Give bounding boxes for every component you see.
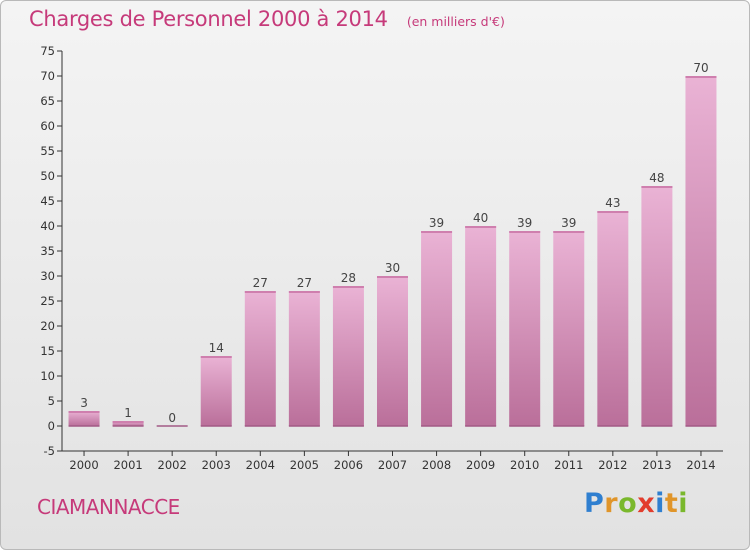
y-tick-label: 10 <box>40 369 55 383</box>
bar-top-edge <box>597 211 629 213</box>
bar-top-edge <box>553 231 585 233</box>
proxiti-logo[interactable]: Proxiti <box>584 488 689 519</box>
y-tick-label: 75 <box>40 44 55 58</box>
x-axis: 2000 2001 2002 2003 2004 2005 2006 2007 2008 2009… <box>62 450 723 472</box>
y-tick-label: 15 <box>40 344 55 358</box>
x-tick-label: 2012 <box>598 458 627 472</box>
y-tick-label: 60 <box>40 119 55 133</box>
bar <box>421 231 453 426</box>
data-label: 28 <box>341 271 356 285</box>
x-tick-label: 2010 <box>510 458 539 472</box>
x-tick-label: 2003 <box>202 458 231 472</box>
x-tick-label: 2008 <box>422 458 451 472</box>
chart-subtitle: (en milliers d'€) <box>406 14 505 29</box>
x-tick-label: 2000 <box>69 458 98 472</box>
bar-top-edge <box>421 231 453 233</box>
data-label: 27 <box>297 276 312 290</box>
x-tick-label: 2002 <box>158 458 187 472</box>
x-tick-label: 2006 <box>334 458 363 472</box>
x-tick-label: 2011 <box>554 458 583 472</box>
commune-name: CIAMANNACCE <box>37 495 180 519</box>
y-tick-label: 20 <box>40 319 55 333</box>
data-label: 70 <box>693 61 708 75</box>
x-tick-label: 2014 <box>686 458 715 472</box>
bar-top-edge <box>685 76 717 78</box>
y-tick-label: 50 <box>40 169 55 183</box>
data-label: 48 <box>649 171 664 185</box>
data-label: 39 <box>429 216 444 230</box>
bar-top-edge <box>641 186 673 188</box>
x-tick-label: 2013 <box>642 458 671 472</box>
y-tick-label: -5 <box>44 444 55 458</box>
bar <box>465 226 497 426</box>
bar <box>332 286 364 426</box>
bar-top-edge <box>288 291 320 293</box>
bar <box>377 276 408 426</box>
bar <box>112 421 144 426</box>
data-label: 3 <box>80 396 88 410</box>
bar-top-edge <box>200 356 232 358</box>
bar <box>641 186 673 426</box>
y-axis: -5 0 5 10 15 20 25 30 35 40 45 50 55 60 65 70 75 <box>40 44 63 458</box>
data-label: 1 <box>124 406 132 420</box>
y-tick-label: 25 <box>40 294 55 308</box>
data-label: 39 <box>561 216 576 230</box>
bar-top-edge <box>332 286 364 288</box>
bar-top-edge <box>68 411 100 413</box>
bar-top-edge <box>244 291 276 293</box>
y-tick-label: 45 <box>40 194 55 208</box>
y-tick-label: 5 <box>48 394 55 408</box>
data-labels: 3 1 0 14 27 27 28 30 39 40 39 39 43 48 70 <box>80 61 708 425</box>
bar-top-edge <box>112 421 144 423</box>
bar <box>68 411 100 426</box>
bar-top-edge <box>377 276 408 278</box>
y-tick-label: 65 <box>40 94 55 108</box>
x-tick-label: 2004 <box>246 458 275 472</box>
y-tick-label: 30 <box>40 269 55 283</box>
y-tick-label: 35 <box>40 244 55 258</box>
x-tick-label: 2001 <box>113 458 142 472</box>
data-label: 43 <box>605 196 620 210</box>
data-label: 30 <box>385 261 400 275</box>
y-tick-label: 70 <box>40 69 55 83</box>
data-label: 0 <box>168 411 176 425</box>
bar <box>509 231 541 426</box>
bar-top-edge <box>465 226 497 228</box>
bar <box>200 356 232 426</box>
bar <box>244 291 276 426</box>
x-tick-label: 2005 <box>290 458 319 472</box>
bar <box>597 211 629 426</box>
bars <box>68 76 717 427</box>
data-label: 39 <box>517 216 532 230</box>
data-label: 14 <box>209 341 224 355</box>
chart-title: Charges de Personnel 2000 à 2014 <box>29 7 388 31</box>
bar-top-edge <box>509 231 541 233</box>
bar <box>553 231 585 426</box>
x-tick-label: 2007 <box>378 458 407 472</box>
x-tick-label: 2009 <box>466 458 495 472</box>
title-row: Charges de Personnel 2000 à 2014 (en mil… <box>29 7 505 31</box>
y-tick-label: 0 <box>48 419 55 433</box>
data-label: 40 <box>473 211 488 225</box>
bar <box>685 76 717 426</box>
data-label: 27 <box>253 276 268 290</box>
y-tick-label: 40 <box>40 219 55 233</box>
y-tick-label: 55 <box>40 144 55 158</box>
bar <box>288 291 320 426</box>
